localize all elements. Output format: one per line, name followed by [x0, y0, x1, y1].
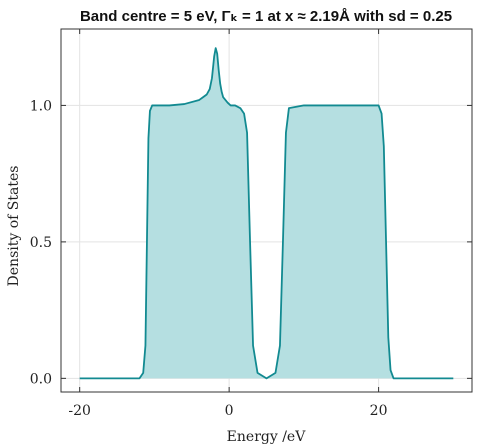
dos-line [79, 47, 454, 380]
grid-lines [61, 29, 472, 392]
x-tick-label: 0 [225, 403, 234, 419]
x-axis-label: Energy /eV [227, 429, 307, 445]
plot-area [79, 47, 454, 380]
y-tick-label: 0.5 [30, 235, 52, 251]
chart-title: Band centre = 5 eV, Γₖ = 1 at x ≈ 2.19Å … [80, 8, 452, 25]
y-tick-label: 0.0 [30, 371, 52, 387]
y-axis-ticks: 0.0 0.5 1.0 [30, 98, 472, 387]
dos-area-fill [79, 48, 454, 379]
y-axis-label: Density of States [6, 166, 22, 287]
x-tick-label: -20 [68, 403, 91, 419]
x-tick-label: 20 [370, 403, 388, 419]
y-tick-label: 1.0 [30, 98, 52, 114]
plot-frame [60, 28, 473, 393]
x-axis-ticks: -20 0 20 [68, 29, 388, 419]
